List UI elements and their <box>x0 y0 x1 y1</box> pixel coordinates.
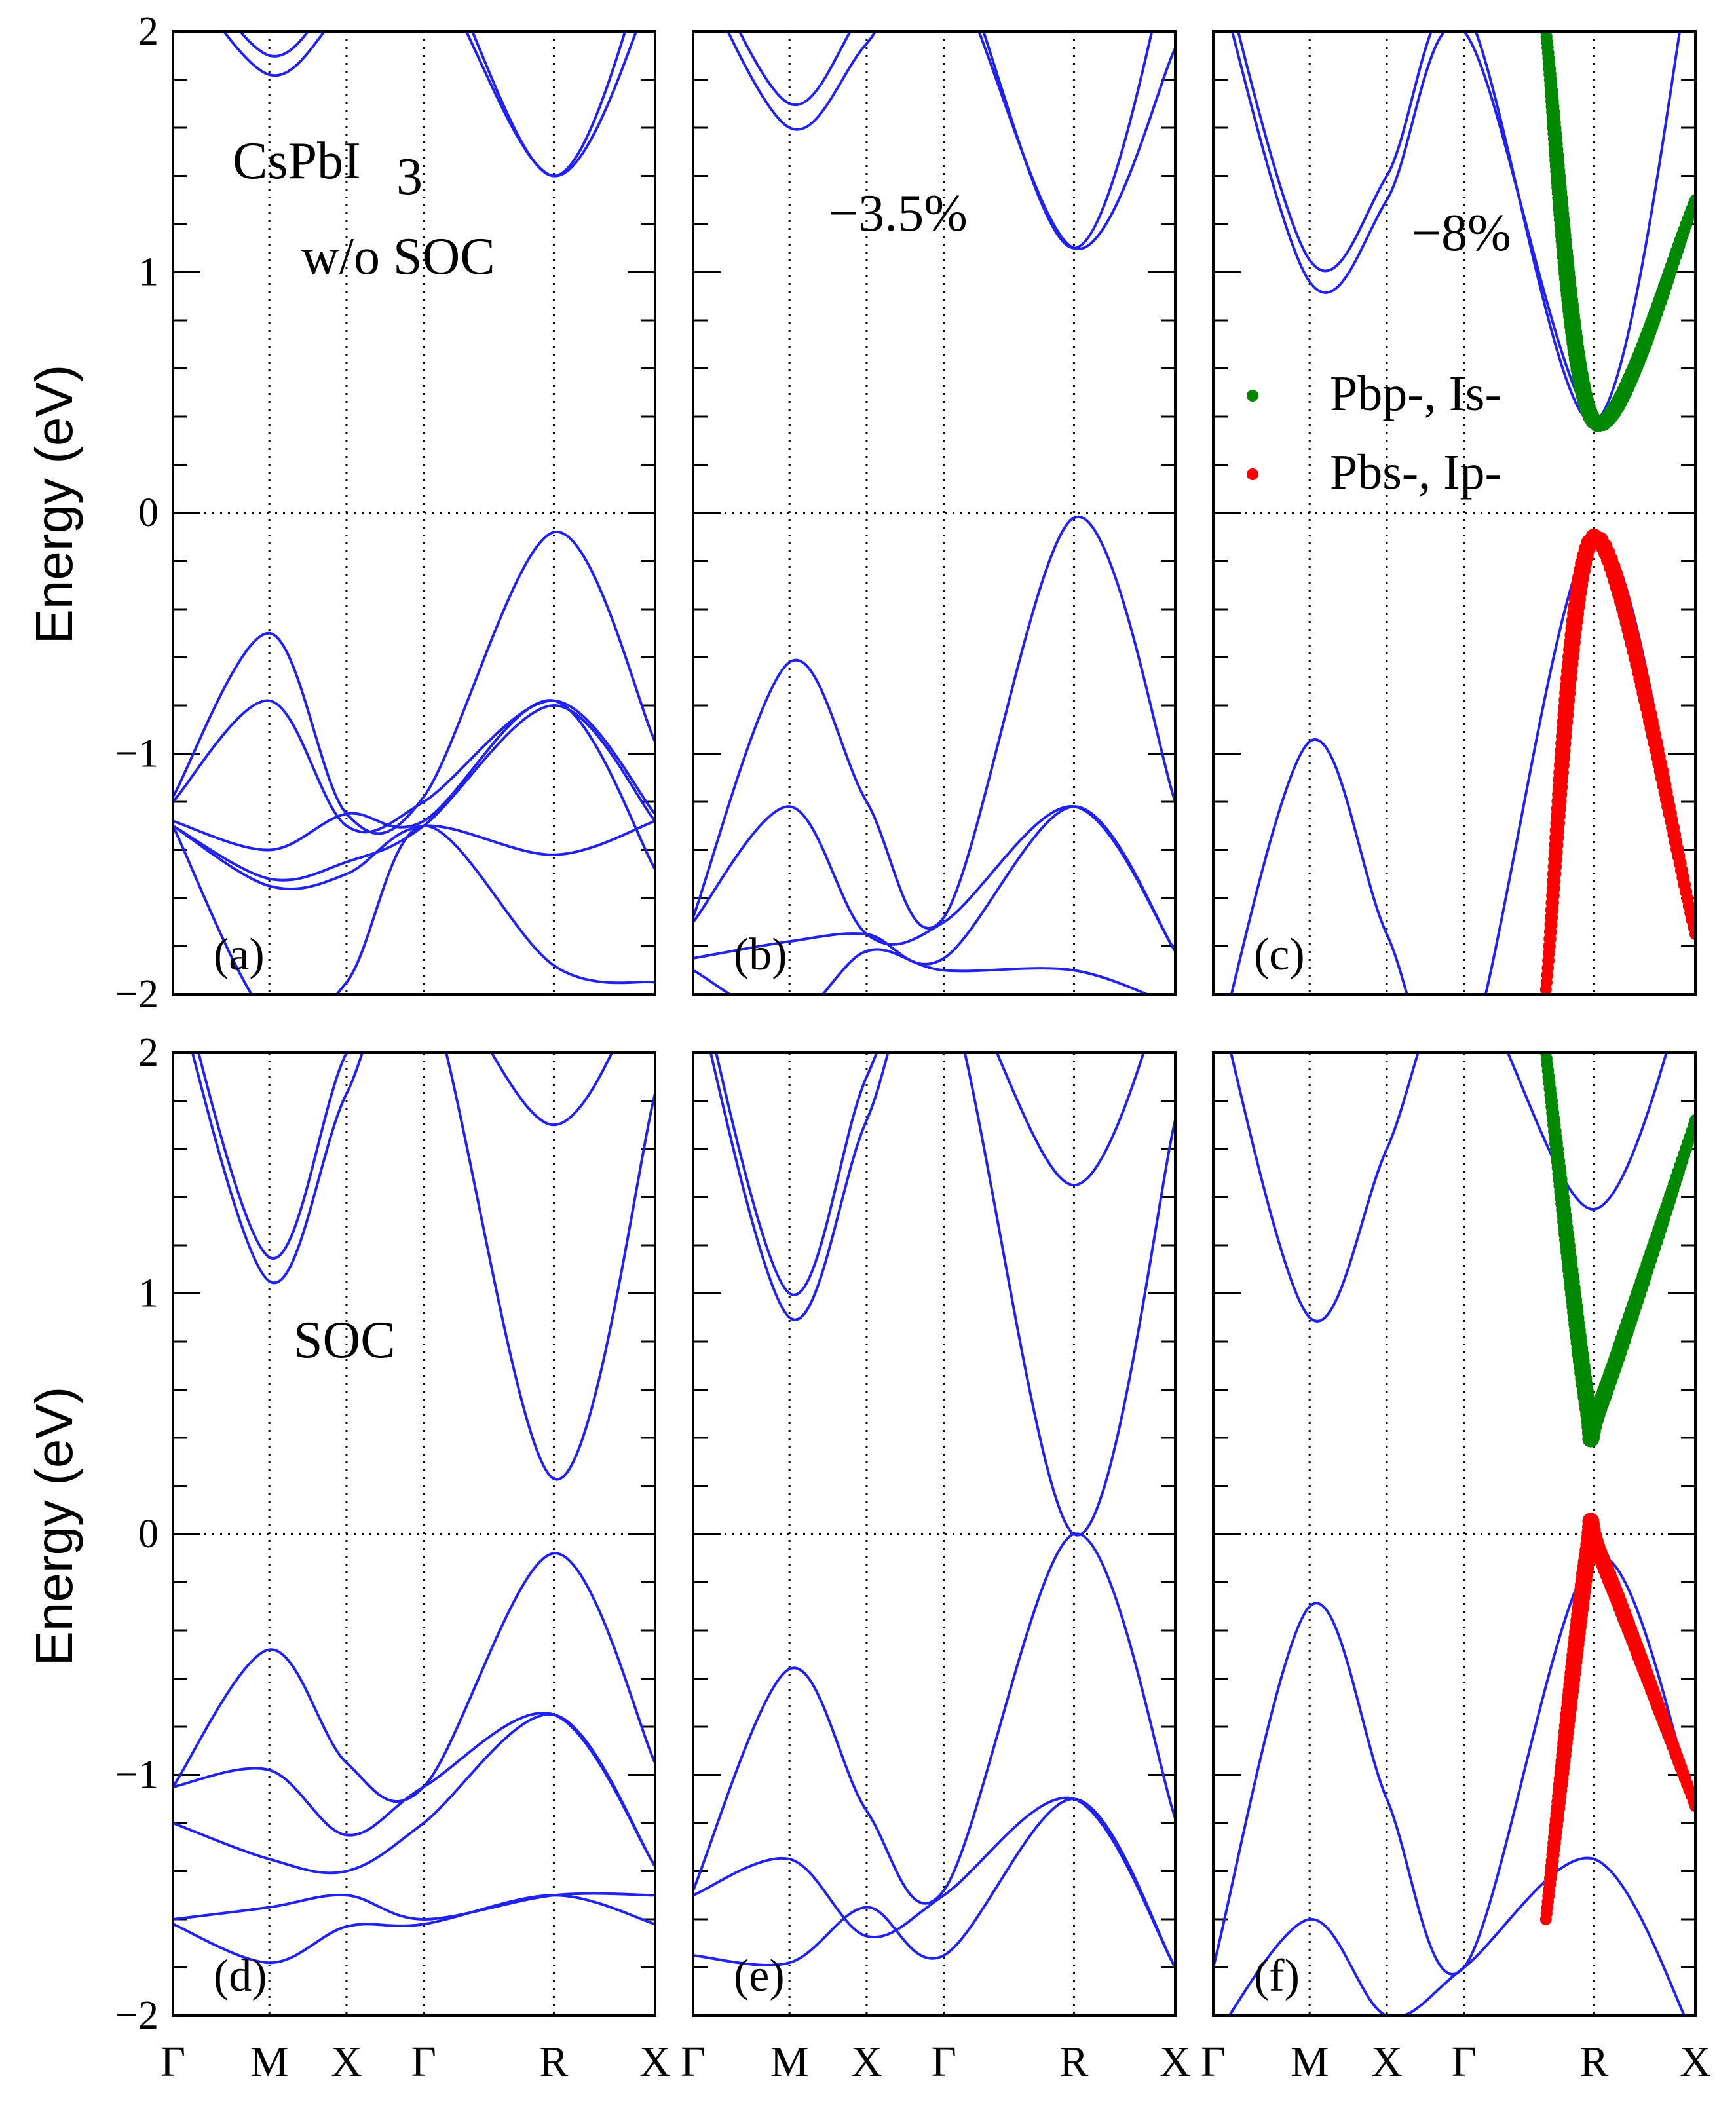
band-line-d-cb1 <box>191 1053 655 1481</box>
legend-label-1: Pbs-, Ip- <box>1330 445 1501 500</box>
annotation-strain-b: −3.5% <box>829 185 968 242</box>
projection-point-c <box>1689 928 1695 941</box>
y-axis-label-top: Energy (eV) <box>25 365 83 645</box>
annotation-compound-subscript: 3 <box>396 148 423 206</box>
panel-d: 210−1−2Γ M X Γ R X(d) <box>115 1030 671 2086</box>
band-line-c-cb2 <box>1236 31 1682 423</box>
panel-frame-a <box>172 30 656 996</box>
k-point-label-d-3: Γ <box>411 2038 436 2086</box>
band-line-b-cb1 <box>726 31 1175 250</box>
panel-frame-c <box>1212 30 1697 996</box>
band-line-d-band2 <box>173 1712 655 1868</box>
band-line-a-band6 <box>173 824 655 994</box>
projection-point-c <box>1689 194 1695 206</box>
k-point-label-e-4: R <box>1059 2038 1088 2086</box>
k-point-label-f-5: X <box>1680 2038 1711 2086</box>
k-point-label-f-2: X <box>1371 2038 1403 2086</box>
band-line-a-band1 <box>173 531 655 835</box>
k-point-label-f-1: M <box>1291 2038 1329 2086</box>
panel-b: (b) <box>692 30 1177 996</box>
band-line-a-band5 <box>173 819 655 891</box>
panel-label-a: (a) <box>214 930 265 980</box>
panel-frame-f <box>1212 1051 1697 2017</box>
y-tick-label-a-0: 2 <box>138 9 159 54</box>
panel-e: Γ M X Γ R X(e) <box>681 1051 1191 2086</box>
band-line-b-band4 <box>693 948 1150 994</box>
k-point-label-d-1: M <box>250 2038 289 2086</box>
projection-point-f <box>1689 1114 1695 1126</box>
band-line-a-band2 <box>173 699 655 834</box>
panel-c: (c) <box>1212 30 1697 996</box>
band-line-a-cb1 <box>222 31 638 178</box>
band-line-d-band4 <box>173 1892 655 1921</box>
y-tick-label-a-3: −1 <box>115 732 159 776</box>
y-tick-label-a-2: 0 <box>138 491 159 535</box>
band-line-b-cb2 <box>738 31 1154 250</box>
y-tick-label-a-4: −2 <box>115 972 159 1017</box>
y-tick-label-d-3: −1 <box>115 1753 159 1797</box>
band-line-b-band2 <box>693 805 1175 952</box>
band-line-d-cb2 <box>197 1053 614 1260</box>
k-point-label-e-5: X <box>1160 2038 1191 2086</box>
bands-e <box>693 1053 1175 1968</box>
k-point-label-d-0: Γ <box>160 2038 185 2086</box>
legend-marker-0 <box>1247 390 1258 402</box>
panel-label-b: (b) <box>734 930 787 980</box>
annotation-without-soc: w/o SOC <box>301 228 495 286</box>
band-line-e-band2 <box>693 1796 1175 1968</box>
k-point-label-e-0: Γ <box>681 2038 706 2086</box>
k-point-label-d-2: X <box>331 2038 362 2086</box>
band-line-e-cb1 <box>709 1053 1175 1537</box>
bands-a <box>173 31 655 994</box>
y-axis-label-bottom: Energy (eV) <box>25 1387 83 1666</box>
annotation-strain-c: −8% <box>1412 204 1511 262</box>
panel-frame-d <box>172 1051 656 2017</box>
k-point-label-f-3: Γ <box>1452 2038 1477 2086</box>
band-line-f-vb2 <box>1228 1856 1686 2016</box>
y-tick-label-a-1: 1 <box>138 250 159 295</box>
band-line-d-band5 <box>173 1894 655 1965</box>
panel-frame-b <box>692 30 1177 996</box>
y-tick-label-d-0: 2 <box>138 1030 159 1075</box>
k-point-label-d-4: R <box>539 2038 568 2086</box>
bands-c <box>1230 31 1695 994</box>
panel-label-e: (e) <box>734 1951 785 2001</box>
bands-d <box>173 1053 655 1965</box>
panel-f: Γ M X Γ R X(f) <box>1201 1051 1711 2086</box>
k-point-label-d-5: X <box>639 2038 671 2086</box>
k-point-label-f-0: Γ <box>1201 2038 1226 2086</box>
k-point-label-e-2: X <box>851 2038 882 2086</box>
k-point-label-f-4: R <box>1579 2038 1608 2086</box>
panel-label-c: (c) <box>1254 930 1305 980</box>
panel-label-f: (f) <box>1254 1951 1300 2001</box>
k-point-label-e-1: M <box>770 2038 809 2086</box>
annotation-soc: SOC <box>293 1311 396 1369</box>
band-line-d-band1 <box>173 1552 655 1803</box>
band-line-b-band3 <box>693 805 1175 966</box>
panel-a: 2 1 0 −1 −2 (a) <box>115 9 656 1017</box>
y-tick-label-d-1: 1 <box>138 1271 159 1316</box>
band-line-a-band3 <box>173 699 655 870</box>
bands-b <box>693 31 1175 994</box>
y-tick-label-d-2: 0 <box>138 1512 159 1556</box>
band-line-a-cb2 <box>238 31 627 178</box>
projection-point-f <box>1689 1800 1695 1813</box>
band-line-e-band3 <box>693 1797 1175 1968</box>
k-point-label-e-3: Γ <box>932 2038 956 2086</box>
bands-f <box>1213 1053 1695 2016</box>
legend-marker-1 <box>1247 468 1258 480</box>
panel-label-d: (d) <box>214 1951 267 2001</box>
band-line-a-band4 <box>173 704 655 882</box>
panel-frame-e <box>692 1051 1177 2017</box>
annotation-compound: CsPbI <box>233 132 361 190</box>
band-line-d-band3 <box>173 1713 655 1875</box>
y-tick-label-d-4: −2 <box>115 1993 159 2038</box>
band-line-e-band1 <box>693 1532 1175 1905</box>
band-line-b-band1 <box>693 515 1175 930</box>
legend-label-0: Pbp-, Is- <box>1330 366 1501 421</box>
band-line-f-cb1 <box>1229 1053 1668 1323</box>
band-line-e-cb2 <box>715 1053 1145 1296</box>
legend-c: Pbp-, Is- Pbs-, Ip- <box>1247 366 1501 500</box>
